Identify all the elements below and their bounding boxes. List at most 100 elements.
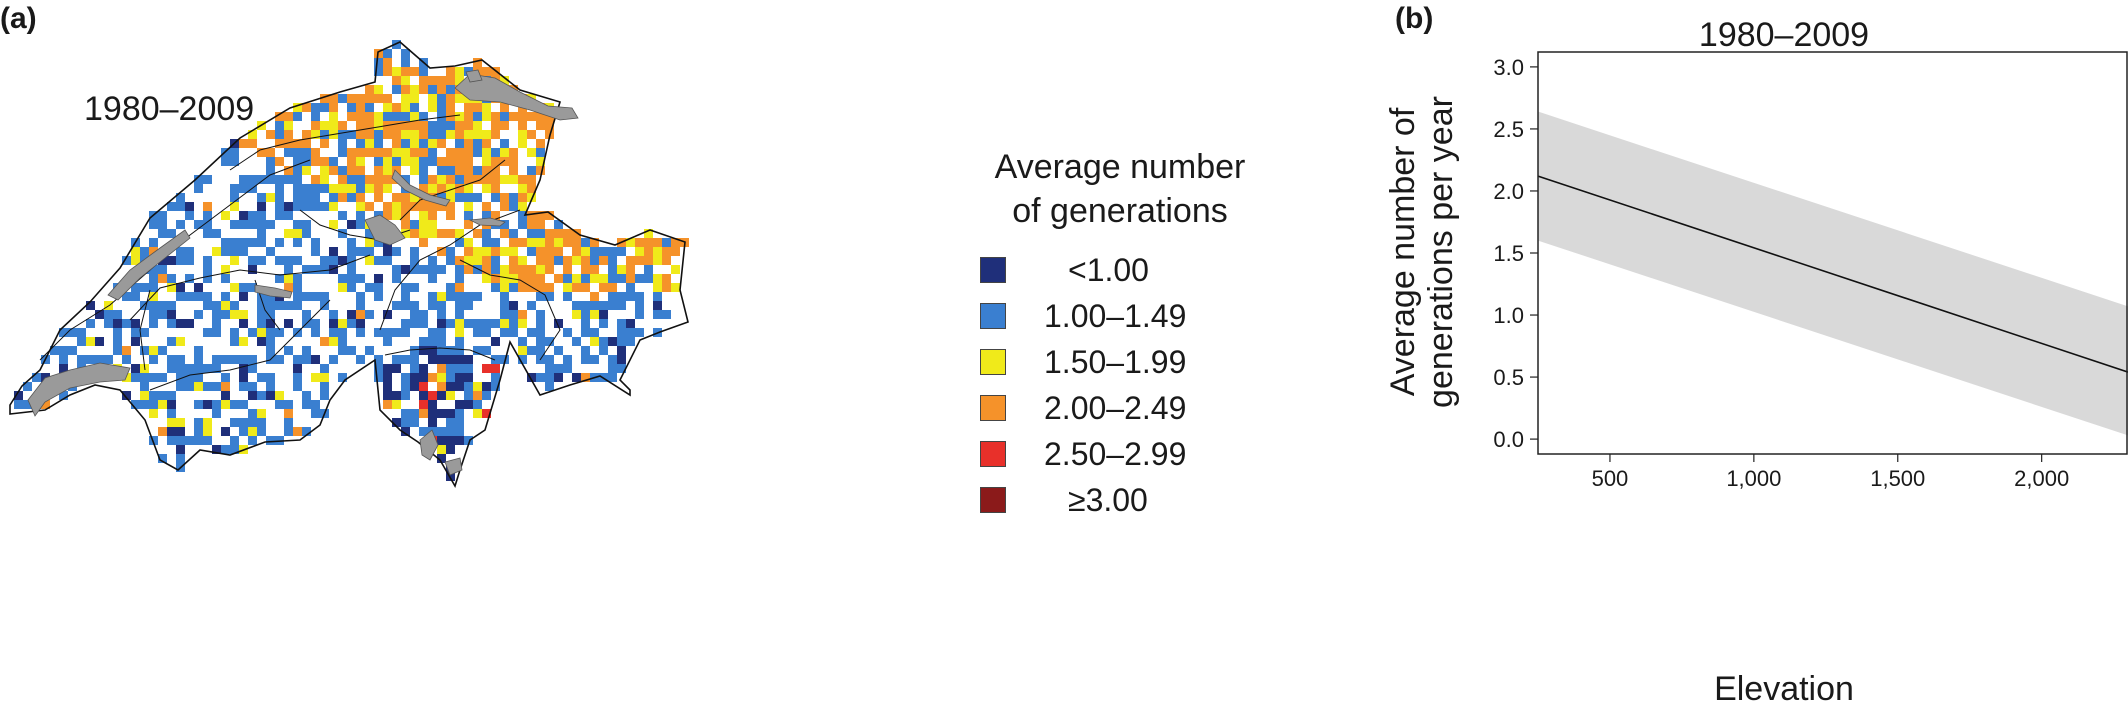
- map-cell: [248, 418, 257, 427]
- map-cell: [185, 292, 194, 301]
- map-cell: [347, 112, 356, 121]
- map-cell: [365, 247, 374, 256]
- map-cell: [293, 166, 302, 175]
- map-cell: [239, 337, 248, 346]
- map-cell: [302, 184, 311, 193]
- x-tick-label: 2,000: [2014, 466, 2069, 491]
- map-cell: [572, 301, 581, 310]
- map-cell: [329, 157, 338, 166]
- map-cell: [491, 337, 500, 346]
- legend-label: 2.50–2.99: [1044, 435, 1187, 472]
- map-cell: [419, 391, 428, 400]
- map-cell: [257, 148, 266, 157]
- map-cell: [158, 211, 167, 220]
- map-cell: [338, 211, 347, 220]
- map-cell: [176, 436, 185, 445]
- map-cell: [185, 256, 194, 265]
- map-cell: [509, 265, 518, 274]
- map-cell: [410, 220, 419, 229]
- map-cell: [626, 265, 635, 274]
- map-cell: [536, 292, 545, 301]
- map-cell: [257, 193, 266, 202]
- map-cell: [230, 157, 239, 166]
- map-cell: [302, 265, 311, 274]
- map-cell: [374, 256, 383, 265]
- map-cell: [59, 328, 68, 337]
- map-cell: [347, 184, 356, 193]
- map-cell: [320, 121, 329, 130]
- map-cell: [293, 283, 302, 292]
- map-cell: [446, 283, 455, 292]
- map-cell: [338, 256, 347, 265]
- map-cell: [320, 130, 329, 139]
- map-cell: [608, 247, 617, 256]
- map-cell: [671, 265, 680, 274]
- map-cell: [158, 391, 167, 400]
- map-cell: [464, 364, 473, 373]
- map-cell: [266, 337, 275, 346]
- map-cell: [572, 256, 581, 265]
- map-cell: [626, 274, 635, 283]
- map-cell: [320, 103, 329, 112]
- map-cell: [320, 166, 329, 175]
- map-cell: [365, 175, 374, 184]
- map-cell: [140, 346, 149, 355]
- map-cell: [293, 175, 302, 184]
- map-cell: [491, 238, 500, 247]
- map-cell: [509, 148, 518, 157]
- map-cell: [437, 85, 446, 94]
- map-cell: [446, 319, 455, 328]
- map-cell: [221, 400, 230, 409]
- map-cell: [194, 310, 203, 319]
- map-cell: [293, 139, 302, 148]
- map-cell: [194, 364, 203, 373]
- map-cell: [455, 364, 464, 373]
- map-cell: [140, 391, 149, 400]
- map-cell: [374, 184, 383, 193]
- map-cell: [608, 373, 617, 382]
- map-cell: [401, 220, 410, 229]
- map-cell: [446, 364, 455, 373]
- map-cell: [482, 247, 491, 256]
- map-cell: [257, 220, 266, 229]
- map-cell: [500, 274, 509, 283]
- map-cell: [176, 247, 185, 256]
- map-cell: [419, 238, 428, 247]
- map-cell: [257, 202, 266, 211]
- map-cell: [194, 175, 203, 184]
- map-cell: [374, 130, 383, 139]
- map-cell: [482, 184, 491, 193]
- map-cell: [626, 337, 635, 346]
- map-cell: [482, 274, 491, 283]
- map-cell: [131, 337, 140, 346]
- map-cell: [293, 220, 302, 229]
- map-cell: [356, 211, 365, 220]
- map-cell: [410, 310, 419, 319]
- map-cell: [401, 49, 410, 58]
- map-cell: [356, 157, 365, 166]
- x-axis: 500 1,000 1,500 2,000: [1592, 454, 2069, 491]
- map-cell: [518, 265, 527, 274]
- map-cell: [194, 220, 203, 229]
- map-cell: [275, 391, 284, 400]
- map-cell: [509, 157, 518, 166]
- map-cell: [257, 256, 266, 265]
- map-cell: [464, 220, 473, 229]
- map-cell: [356, 139, 365, 148]
- map-cell: [491, 382, 500, 391]
- map-cell: [401, 148, 410, 157]
- map-cell: [482, 382, 491, 391]
- map-cell: [284, 283, 293, 292]
- map-cell: [140, 301, 149, 310]
- map-cell: [203, 220, 212, 229]
- map-cell: [257, 292, 266, 301]
- map-cell: [437, 364, 446, 373]
- map-cell: [608, 301, 617, 310]
- map-cell: [284, 130, 293, 139]
- map-cell: [455, 319, 464, 328]
- map-cell: [374, 67, 383, 76]
- map-cell: [320, 337, 329, 346]
- map-cell: [437, 121, 446, 130]
- map-cell: [275, 211, 284, 220]
- map-cell: [302, 292, 311, 301]
